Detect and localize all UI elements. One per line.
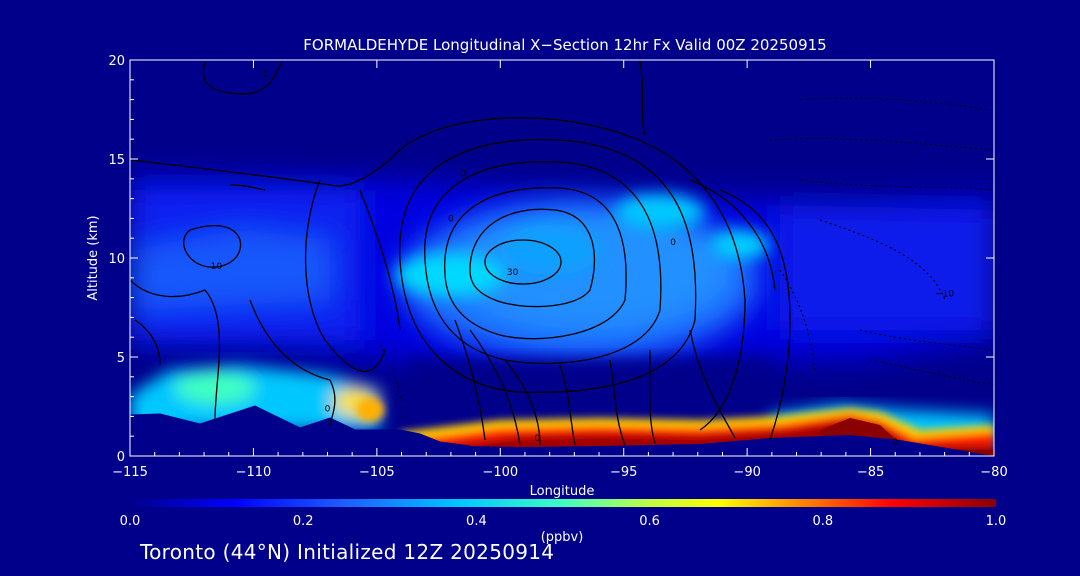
colorbar-ticks: 0.0 0.2 0.4 0.6 0.8 1.0 <box>120 514 1007 529</box>
x-tick-label: −115 <box>112 465 148 480</box>
y-axis-ticks: 0 5 10 15 20 <box>108 54 994 465</box>
y-tick-label: 0 <box>117 450 125 465</box>
contour-label: 0 <box>534 434 540 444</box>
x-axis-label: Longitude <box>530 484 595 499</box>
contour-label: 0 <box>670 238 676 248</box>
colorbar-gradient <box>130 499 996 507</box>
x-tick-label: −95 <box>610 465 637 480</box>
contour-label: 30 <box>507 268 519 278</box>
colorbar-tick-label: 0.2 <box>293 514 314 529</box>
contour-label: 10 <box>211 262 223 272</box>
contour-label-layer: 0 0 0 10 30 0 0 0 0 −10 <box>211 70 955 448</box>
x-tick-label: −80 <box>980 465 1007 480</box>
colorbar: 0.0 0.2 0.4 0.6 0.8 1.0 (ppbv) <box>120 499 1007 545</box>
y-tick-label: 15 <box>108 153 125 168</box>
colorbar-tick-label: 0.8 <box>812 514 833 529</box>
x-tick-label: −90 <box>733 465 760 480</box>
colorbar-tick-label: 0.6 <box>639 514 660 529</box>
y-axis-label: Altitude (km) <box>86 215 101 300</box>
footer-caption: Toronto (44°N) Initialized 12Z 20250914 <box>140 540 555 564</box>
colorbar-tick-label: 0.0 <box>120 514 141 529</box>
x-tick-label: −100 <box>482 465 518 480</box>
terrain <box>130 406 994 456</box>
x-tick-label: −110 <box>236 465 272 480</box>
y-tick-label: 20 <box>108 54 125 69</box>
contour-label: 0 <box>263 70 269 80</box>
heatmap-field <box>130 60 994 456</box>
y-tick-label: 10 <box>108 252 125 267</box>
colorbar-label: (ppbv) <box>541 530 584 545</box>
y-tick-label: 5 <box>117 351 125 366</box>
contour-label: −10 <box>935 290 954 300</box>
x-tick-label: −85 <box>857 465 884 480</box>
contour-label: 0 <box>892 438 898 448</box>
contour-label: 0 <box>460 169 466 179</box>
colorbar-tick-label: 1.0 <box>986 514 1007 529</box>
contour-label: 0 <box>448 214 454 224</box>
chart-title: FORMALDEHYDE Longitudinal X−Section 12hr… <box>303 36 826 54</box>
contour-lines <box>130 60 791 446</box>
x-tick-label: −105 <box>359 465 395 480</box>
x-axis-ticks: −115 −110 −105 −100 −95 −90 −85 −80 <box>112 60 1008 480</box>
dotted-contours <box>379 97 994 421</box>
contour-label: 0 <box>325 404 331 414</box>
colorbar-tick-label: 0.4 <box>466 514 487 529</box>
